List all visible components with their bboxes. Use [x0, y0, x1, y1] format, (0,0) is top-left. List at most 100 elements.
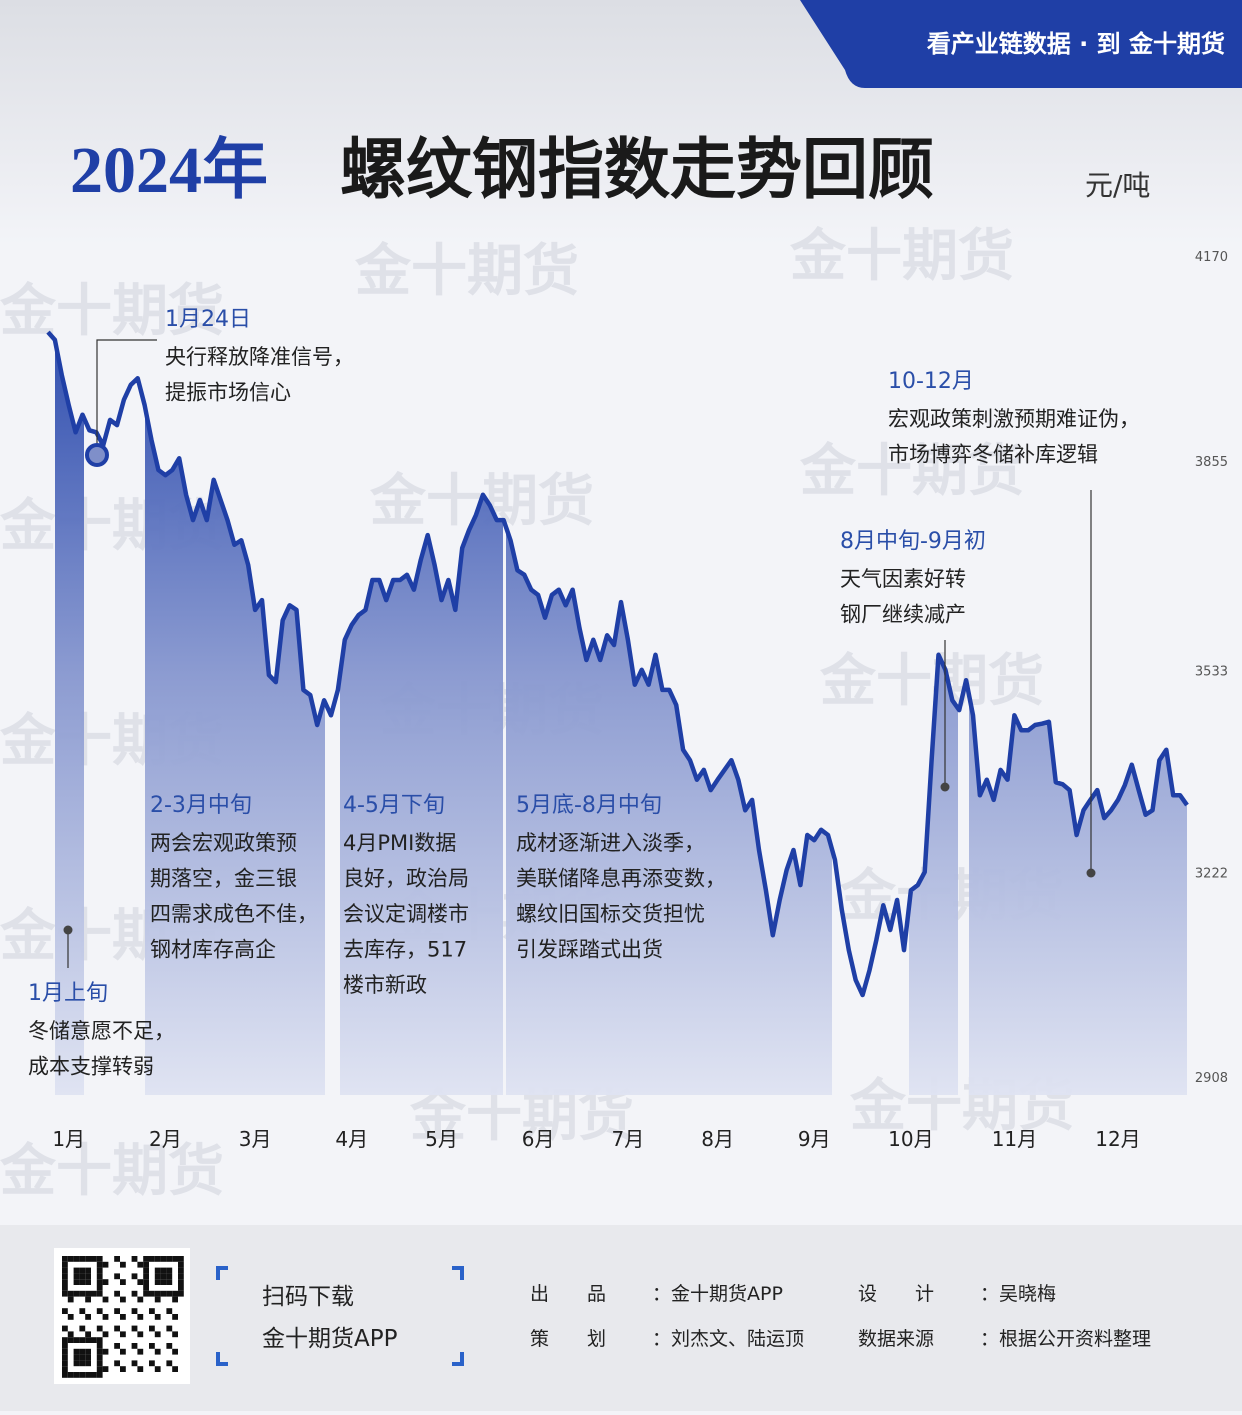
qr-module	[149, 1325, 155, 1332]
scan-text: 金十期货APP	[262, 1326, 398, 1352]
qr-module	[166, 1360, 173, 1367]
qr-module	[85, 1331, 91, 1338]
x-tick-label: 8月	[701, 1127, 734, 1151]
qr-module	[96, 1343, 103, 1349]
qr-module	[79, 1348, 86, 1355]
x-tick-label: 11月	[992, 1127, 1037, 1151]
qr-module	[114, 1360, 120, 1367]
annotation-text: 成本支撑转弱	[28, 1055, 154, 1079]
qr-module	[166, 1325, 173, 1332]
watermark: 金十期货	[819, 649, 1044, 714]
qr-module	[73, 1337, 80, 1343]
qr-module	[85, 1314, 91, 1320]
y-tick-label: 3855	[1195, 455, 1228, 470]
scan-text: 扫码下载	[262, 1284, 354, 1310]
qr-module	[73, 1354, 80, 1361]
banner-bg	[800, 0, 1242, 88]
qr-module	[96, 1360, 103, 1367]
qr-module	[149, 1290, 155, 1297]
annotation-text: 提振市场信心	[165, 381, 291, 405]
qr-module	[96, 1285, 103, 1291]
qr-module	[62, 1325, 68, 1332]
qr-module	[96, 1267, 103, 1274]
qr-module	[79, 1267, 86, 1274]
qr-module	[62, 1343, 68, 1349]
qr-module	[102, 1279, 109, 1285]
qr-module	[79, 1290, 86, 1297]
qr-module	[172, 1290, 178, 1297]
qr-module	[62, 1372, 68, 1378]
qr-module	[172, 1314, 178, 1320]
x-tick-label: 5月	[425, 1127, 458, 1151]
qr-module	[131, 1343, 138, 1349]
qr-module	[102, 1296, 109, 1303]
qr-module	[172, 1296, 178, 1303]
qr-module	[67, 1314, 74, 1320]
qr-module	[166, 1308, 173, 1314]
qr-module	[143, 1256, 149, 1262]
qr-module	[73, 1267, 80, 1274]
qr-module	[91, 1290, 97, 1297]
qr-module	[154, 1314, 161, 1320]
qr-module	[91, 1256, 97, 1262]
qr-module	[79, 1337, 86, 1343]
qr-module	[85, 1360, 91, 1367]
banner: 看产业链数据 · 到 金十期货	[927, 30, 1225, 58]
qr-module	[91, 1337, 97, 1343]
qr-module	[79, 1279, 86, 1285]
qr-module	[102, 1314, 109, 1320]
qr-module	[62, 1290, 68, 1297]
qr-module	[102, 1261, 109, 1268]
qr-module	[96, 1273, 103, 1280]
qr-module	[160, 1290, 167, 1297]
qr-module	[96, 1348, 103, 1355]
x-tick-label: 10月	[888, 1127, 933, 1151]
qr-module	[79, 1360, 86, 1367]
watermark: 金十期货	[354, 239, 579, 304]
credit-label: 设 计	[858, 1283, 934, 1305]
credit-label: 策 划	[530, 1328, 606, 1350]
qr-module	[166, 1267, 173, 1274]
qr-module	[172, 1331, 178, 1338]
qr-module	[114, 1343, 120, 1349]
qr-module	[120, 1279, 126, 1285]
x-tick-label: 2月	[149, 1127, 182, 1151]
qr-module	[178, 1256, 184, 1262]
watermark: 金十期货	[799, 439, 1024, 504]
qr-module	[79, 1273, 86, 1280]
annotation-text: 螺纹旧国标交货担忧	[516, 902, 705, 926]
qr-module	[160, 1273, 167, 1280]
qr-module	[154, 1256, 161, 1262]
qr-module	[79, 1372, 86, 1378]
qr-module	[114, 1256, 120, 1262]
qr-module	[85, 1372, 91, 1378]
qr-module	[137, 1331, 144, 1338]
qr-module	[143, 1267, 149, 1274]
qr-module	[79, 1354, 86, 1361]
qr-module	[62, 1337, 68, 1343]
qr-module	[137, 1296, 144, 1303]
credit-label: 数据来源	[858, 1328, 934, 1350]
x-tick-label: 12月	[1095, 1127, 1140, 1151]
qr-module	[143, 1261, 149, 1268]
qr-module	[149, 1343, 155, 1349]
qr-module	[166, 1343, 173, 1349]
qr-module	[79, 1325, 86, 1332]
qr-module	[85, 1256, 91, 1262]
qr-module	[120, 1314, 126, 1320]
qr-module	[172, 1366, 178, 1372]
qr-module	[120, 1296, 126, 1303]
qr-module	[149, 1308, 155, 1314]
credit-value: ：吴晓梅	[980, 1283, 1056, 1305]
qr-module	[85, 1337, 91, 1343]
qr-module	[62, 1366, 68, 1372]
qr-module	[178, 1273, 184, 1280]
qr-module	[102, 1331, 109, 1338]
qr-module	[131, 1325, 138, 1332]
annotation-text: 美联储降息再添变数，	[516, 867, 726, 891]
x-tick-label: 1月	[52, 1127, 85, 1151]
watermark: 金十期货	[0, 279, 224, 344]
qr-module	[178, 1267, 184, 1274]
qr-module	[154, 1348, 161, 1355]
